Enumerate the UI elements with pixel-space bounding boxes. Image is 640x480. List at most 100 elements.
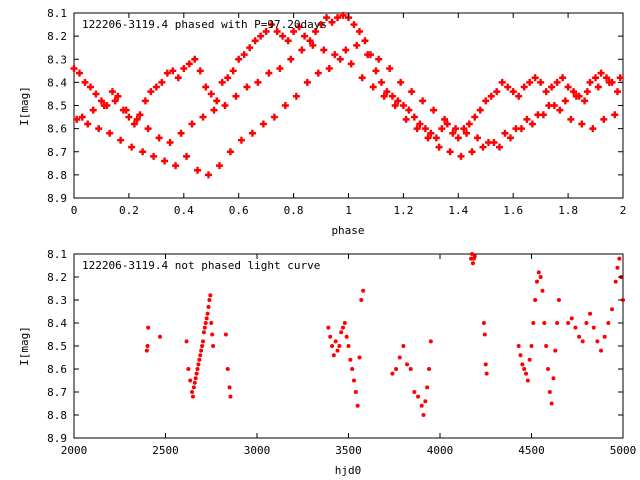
phased-chart-data-point [468,148,476,156]
light-curve-chart-data-point [547,390,552,394]
phased-chart-data-point [161,157,169,165]
phased-chart-data-point [369,83,377,91]
phased-chart-data-point [399,102,407,110]
phased-chart-data-point [435,143,443,151]
phased-chart-data-point [210,106,218,114]
phased-chart-data-point [452,125,460,133]
light-curve-chart-title: 122206-3119.4 not phased light curve [82,259,320,272]
light-curve-chart-x-tick-label: 5000 [610,444,637,457]
light-curve-chart-data-point [195,367,200,371]
light-curve-chart-data-point [202,325,207,330]
phased-chart-data-point [441,115,449,123]
light-curve-chart-x-tick-label: 2500 [152,444,179,457]
phased-chart-data-point [81,78,89,86]
light-curve-chart-data-point [353,390,358,394]
light-curve-chart-data-point [617,256,622,261]
phased-chart-data-point [493,88,501,96]
light-curve-chart-data-point [518,353,523,358]
light-curve-chart-data-point [566,321,571,325]
phased-chart-data-point [279,32,287,40]
phased-chart-data-point [281,102,289,110]
phased-chart-data-point [397,78,405,86]
light-curve-chart-data-point [335,348,340,353]
light-curve-chart-x-tick-label: 4500 [518,444,545,457]
light-curve-chart-data-point [203,321,208,325]
phased-chart-data-point [438,125,446,133]
phased-chart-data-point [474,134,482,142]
light-curve-chart-data-point [331,353,336,358]
light-curve-chart-data-point [225,367,230,371]
phased-chart-data-point [616,74,624,82]
light-curve-chart-data-point [419,403,424,408]
light-curve-chart-data-point [348,357,353,362]
light-curve-chart-data-point [205,311,210,316]
light-curve-chart-data-point [211,344,216,348]
light-curve-chart-data-point [357,355,362,360]
phased-chart-data-point [306,37,314,45]
phased-chart-data-point [498,78,506,86]
light-curve-chart-data-point [206,304,211,309]
phased-chart-data-point [270,113,278,121]
phased-chart-data-point [386,65,394,73]
phased-chart-data-point [402,115,410,123]
light-curve-chart-data-point [199,348,204,353]
phased-chart-data-point [218,78,226,86]
phased-chart-data-point [97,97,105,105]
light-curve-chart-data-point [423,399,428,404]
phased-chart-data-point [391,102,399,110]
phased-chart-points [70,11,624,179]
phased-chart-data-point [564,83,572,91]
phased-chart-data-point [542,88,550,96]
phased-chart-data-point [205,171,213,179]
light-curve-chart-data-point [390,371,395,376]
light-curve-chart-data-point [580,339,585,344]
phased-chart-y-tick-label: 8.7 [47,146,67,159]
light-curve-chart-data-point [516,344,521,348]
light-curve-chart-data-point [394,367,399,371]
phased-chart-data-point [295,23,303,31]
phased-chart-data-point [78,113,86,121]
light-curve-chart-data-point [144,348,149,353]
light-curve-chart-data-point [184,339,189,344]
phased-chart-data-point [328,18,336,26]
phased-chart-data-point [185,60,193,68]
phased-chart-data-point [317,21,325,29]
light-curve-chart-data-point [204,316,209,321]
phased-chart-data-point [155,134,163,142]
light-curve-chart-data-point [355,403,360,408]
phased-chart-data-point [89,106,97,114]
phased-chart-data-point [226,148,234,156]
light-curve-chart-data-point [542,321,547,325]
phased-chart-data-point [136,111,144,119]
light-curve-chart-data-point [470,261,475,266]
light-curve-chart-data-point [412,390,417,394]
phased-chart-x-tick-label: 0.8 [284,204,304,217]
phased-chart-x-tick-label: 2 [620,204,627,217]
light-curve-chart: 2000 2500 3000 3500 4000 4500 5000 8.18.28.38.… [18,248,636,477]
light-curve-chart-data-point [556,298,561,302]
phased-chart-data-point [430,106,438,114]
phased-chart-data-point [553,78,561,86]
phased-chart-data-point [188,120,196,128]
phased-chart-data-point [482,97,490,105]
light-curve-chart-data-point [186,367,191,371]
phased-chart-data-point [290,28,298,35]
phased-chart-data-point [410,113,418,121]
phased-chart-data-point [614,88,622,96]
phased-chart-y-tick-label: 8.1 [47,7,67,20]
light-curve-chart-data-point [421,413,426,417]
light-curve-chart-data-point [615,265,620,270]
phased-chart-data-point [314,69,322,77]
light-curve-chart-y-tick-label: 8.9 [47,432,67,445]
phased-chart-data-point [501,129,509,137]
phased-chart-data-point [152,83,160,91]
light-curve-chart-y-tick-label: 8.2 [47,271,67,284]
light-curve-chart-data-point [227,385,232,390]
light-curve-chart-data-point [341,325,346,330]
light-curve-chart-data-point [190,394,195,399]
phased-chart-data-point [471,113,479,121]
light-curve-chart-data-point [529,344,534,348]
phased-chart-frame [73,12,624,199]
phased-chart-data-point [320,46,328,54]
phased-chart-y-tick-label: 8.3 [47,53,67,66]
